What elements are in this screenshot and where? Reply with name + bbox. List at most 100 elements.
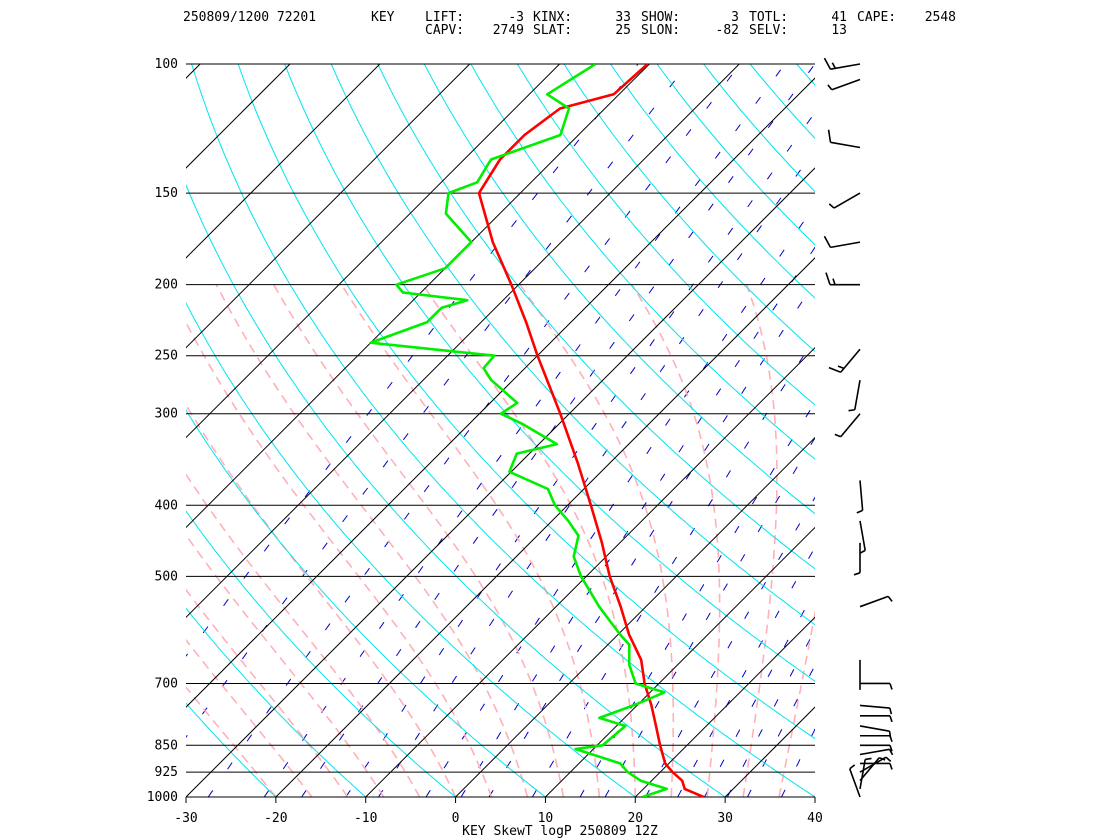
wind-barb bbox=[828, 348, 861, 373]
pressure-tick-label: 300 bbox=[155, 407, 178, 422]
kinx-value: 33 bbox=[615, 10, 631, 25]
wind-barb bbox=[825, 272, 860, 286]
wind-barb-half-feather bbox=[832, 278, 836, 285]
wind-barb-staff bbox=[840, 413, 861, 438]
wind-barb bbox=[848, 380, 861, 412]
pressure-tick-label: 200 bbox=[155, 278, 178, 293]
temperature-tick-label: 10 bbox=[538, 811, 554, 826]
pressure-tick-label: 1000 bbox=[147, 790, 178, 805]
slon-value: -82 bbox=[715, 23, 739, 38]
pressure-tick-label: 500 bbox=[155, 569, 178, 584]
wind-barb-half-feather bbox=[859, 549, 866, 555]
wind-barb-staff bbox=[831, 78, 861, 91]
isotherm-line bbox=[186, 64, 471, 349]
capv-label: CAPV: bbox=[425, 23, 465, 38]
wind-barb-staff bbox=[859, 756, 887, 773]
wind-barb bbox=[853, 542, 861, 576]
wind-barb bbox=[823, 57, 861, 70]
wind-barb-half-feather bbox=[889, 683, 893, 690]
isotherm-line bbox=[0, 64, 20, 797]
wind-barb-half-feather bbox=[865, 757, 872, 761]
isotherm-line bbox=[634, 616, 815, 797]
sounding-profiles bbox=[369, 64, 705, 797]
mixing-ratio-line bbox=[263, 64, 786, 797]
dry-adiabat-line bbox=[890, 64, 1120, 797]
capv-value: 2749 bbox=[492, 23, 524, 38]
dry-adiabat-line bbox=[843, 64, 1120, 797]
wind-barb-half-feather bbox=[849, 764, 856, 770]
moist-adiabat-line bbox=[215, 284, 529, 797]
pressure-tick-label: 100 bbox=[155, 57, 178, 72]
temperature-tick-label: 30 bbox=[717, 811, 733, 826]
wind-barb-half-feather bbox=[885, 756, 892, 762]
dewpoint-profile-line bbox=[369, 64, 668, 797]
wind-barb bbox=[823, 235, 861, 249]
dry-adiabat-line bbox=[186, 302, 636, 797]
wind-barb-half-feather bbox=[827, 84, 833, 91]
dry-adiabat-line bbox=[423, 64, 815, 515]
wind-barb bbox=[859, 748, 894, 756]
wind-barb-half-feather bbox=[887, 595, 893, 602]
dry-adiabat-line bbox=[191, 64, 815, 797]
moist-adiabat-line bbox=[814, 793, 815, 797]
wind-barb-half-feather bbox=[889, 763, 893, 770]
mixing-ratio-line bbox=[645, 496, 815, 797]
moist-adiabat-line bbox=[742, 284, 778, 797]
temperature-tick-label: 40 bbox=[807, 811, 823, 826]
wind-barb-staff bbox=[830, 241, 861, 249]
isotherm-line bbox=[724, 706, 815, 797]
moist-adiabat-line bbox=[519, 284, 675, 797]
isotherm-line bbox=[186, 64, 650, 529]
totl-label: TOTL: bbox=[749, 10, 789, 25]
dry-adiabat-line bbox=[186, 607, 367, 797]
wind-barb bbox=[827, 78, 861, 91]
moist-adiabat-line bbox=[186, 320, 493, 797]
dry-adiabat-line bbox=[186, 702, 277, 797]
isotherm-line bbox=[545, 526, 815, 797]
temperature-tick-label: -30 bbox=[174, 811, 197, 826]
mixing-ratio-line bbox=[186, 64, 688, 738]
mixing-ratio-line bbox=[425, 204, 815, 797]
wind-barb-feather bbox=[825, 272, 831, 285]
dry-adiabat-line bbox=[516, 64, 815, 406]
moist-adiabat-line bbox=[778, 608, 815, 797]
pressure-tick-label: 150 bbox=[155, 186, 178, 201]
wind-barb bbox=[834, 413, 861, 438]
station-key-label: KEY bbox=[371, 10, 395, 25]
temperature-tick-label: -20 bbox=[264, 811, 287, 826]
temperature-profile-line bbox=[477, 64, 705, 797]
temperature-axis-labels: -30 -20 -10 0 10 20 30 40 bbox=[174, 797, 823, 826]
wind-barb-half-feather bbox=[831, 62, 837, 69]
wind-barb bbox=[856, 480, 864, 514]
moist-adiabat-line bbox=[186, 588, 349, 797]
wind-barb-half-feather bbox=[848, 408, 855, 412]
wind-barb bbox=[827, 129, 861, 149]
pressure-tick-label: 850 bbox=[155, 738, 178, 753]
wind-barb-feather bbox=[828, 366, 842, 373]
mixing-ratio-line bbox=[301, 64, 815, 797]
moist-adiabat-line bbox=[340, 284, 601, 797]
wind-barb bbox=[860, 715, 893, 723]
wind-barb-staff bbox=[859, 725, 890, 732]
wind-barb-staff bbox=[859, 759, 866, 790]
wind-barb-staff bbox=[854, 380, 861, 410]
pressure-tick-label: 925 bbox=[155, 765, 178, 780]
wind-barb-staff bbox=[859, 704, 890, 709]
wind-barb bbox=[860, 734, 893, 743]
moist-adiabat-line bbox=[422, 284, 637, 797]
slat-label: SLAT: bbox=[533, 23, 573, 38]
moist-adiabat-line bbox=[186, 685, 277, 797]
isotherm-line bbox=[186, 64, 740, 618]
wind-barb bbox=[859, 520, 866, 555]
wind-barb bbox=[848, 764, 861, 798]
isotherm-line bbox=[186, 64, 560, 439]
wind-barb bbox=[860, 744, 893, 752]
dry-adiabat-line bbox=[656, 64, 815, 246]
wind-barb bbox=[859, 757, 872, 790]
isotherm-line bbox=[186, 64, 381, 259]
wind-barb-staff bbox=[859, 757, 880, 782]
dry-adiabat-line bbox=[186, 409, 546, 797]
pressure-tick-label: 250 bbox=[155, 349, 178, 364]
temperature-tick-label: 20 bbox=[627, 811, 643, 826]
